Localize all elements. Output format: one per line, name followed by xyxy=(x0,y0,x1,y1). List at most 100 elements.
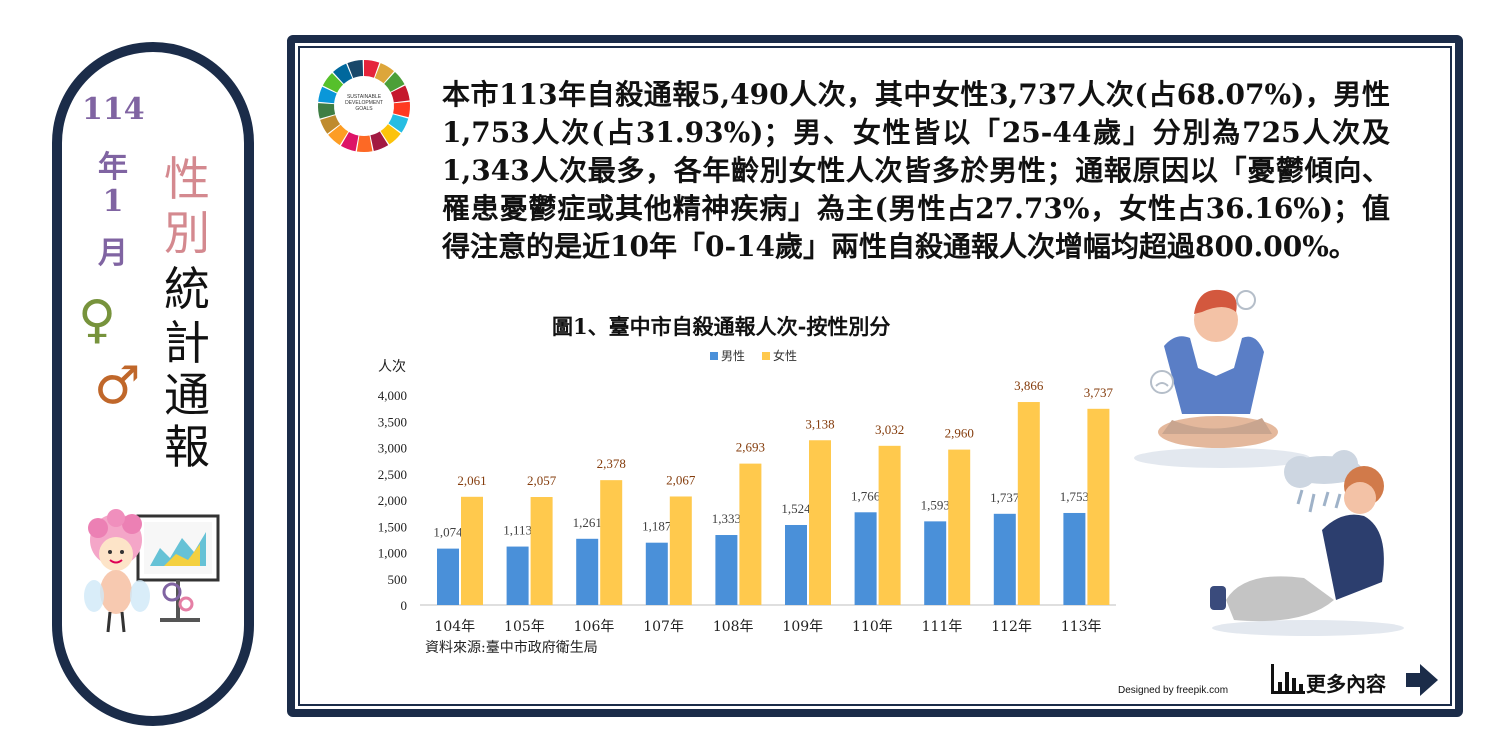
sdg-segment xyxy=(388,114,409,133)
title-char-2: 別 xyxy=(164,206,210,260)
x-tick-label: 110年 xyxy=(852,619,893,635)
sdg-segment xyxy=(370,131,389,151)
data-label-male: 1,333 xyxy=(712,511,741,526)
data-label-female: 2,057 xyxy=(527,473,557,488)
sdg-segment xyxy=(333,63,353,84)
data-label-male: 1,753 xyxy=(1060,489,1089,504)
bar-male xyxy=(576,538,599,605)
more-content-label[interactable]: 更多內容 xyxy=(1306,672,1386,696)
data-label-female: 2,960 xyxy=(945,426,974,441)
legend-swatch xyxy=(762,352,770,360)
bar-female xyxy=(669,496,692,605)
bar-female xyxy=(1087,408,1110,605)
y-tick-label: 2,000 xyxy=(378,493,407,508)
x-tick-label: 109年 xyxy=(782,619,823,635)
sdg-logo-icon xyxy=(318,60,410,152)
more-content-button[interactable] xyxy=(1268,660,1440,700)
bar-male xyxy=(854,512,877,605)
sad-woman-illustration-icon xyxy=(1210,450,1404,636)
x-tick-label: 108年 xyxy=(713,619,754,635)
bar-female xyxy=(809,440,831,605)
bar-chart: 人次 0 500 1,000 1,500 2,000 2,500 3,000 3,500 4,00… xyxy=(378,348,1116,635)
sdg-segment xyxy=(390,85,410,103)
bar-male xyxy=(1063,512,1086,605)
data-label-female: 2,693 xyxy=(736,440,765,455)
y-tick-label: 3,500 xyxy=(378,414,407,429)
sdg-segment xyxy=(393,101,410,118)
sdg-segment xyxy=(364,60,380,78)
stressed-man-illustration-icon xyxy=(1134,289,1310,468)
fairy-mascot-icon xyxy=(84,509,220,633)
bar-male xyxy=(715,535,738,605)
title-char-5: 通 xyxy=(164,368,210,422)
bar-male xyxy=(785,524,807,605)
y-tick-label: 1,500 xyxy=(378,519,407,534)
data-label-female: 2,067 xyxy=(666,472,696,487)
sdg-segment xyxy=(347,60,364,79)
legend-label: 女性 xyxy=(773,348,797,363)
title-char-3: 統 xyxy=(164,262,210,316)
data-label-female: 2,061 xyxy=(457,473,486,488)
bar-male xyxy=(645,542,668,605)
bar-male xyxy=(924,521,947,605)
content-panel-inner-frame xyxy=(298,46,1452,706)
bar-female xyxy=(461,496,483,605)
x-tick-label: 113年 xyxy=(1061,619,1102,635)
x-tick-label: 111年 xyxy=(922,619,963,635)
freepik-credit: Designed by freepik.com xyxy=(1118,685,1229,696)
sidebar-pill-inner-frame xyxy=(60,50,246,718)
summary-paragraph: 本市113年自殺通報5,490人次，其中女性3,737人次(占68.07%)，男… xyxy=(442,78,1390,263)
y-tick-label: 2,500 xyxy=(378,467,407,482)
sdg-segment xyxy=(320,115,341,134)
bar-female xyxy=(739,463,762,605)
sdg-segment xyxy=(340,131,359,152)
data-label-male: 1,113 xyxy=(503,523,532,538)
data-label-male: 1,524 xyxy=(781,501,811,516)
chart-title: 圖1、臺中市自殺通報人次-按性別分 xyxy=(552,314,891,339)
bar-female xyxy=(878,445,901,605)
data-label-female: 3,866 xyxy=(1014,378,1044,393)
bar-female xyxy=(600,480,623,605)
y-tick-label: 3,000 xyxy=(378,441,407,456)
bar-female xyxy=(948,449,971,605)
bar-male xyxy=(506,546,529,605)
male-symbol-icon: ♂ xyxy=(94,356,141,416)
report-year: 114 xyxy=(82,92,145,127)
data-label-male: 1,261 xyxy=(573,515,602,530)
sidebar-pill-frame xyxy=(52,42,254,726)
data-label-female: 3,032 xyxy=(875,422,904,437)
y-tick-label: 0 xyxy=(401,598,408,613)
x-tick-label: 105年 xyxy=(504,619,545,635)
report-year-unit: 年 xyxy=(98,150,128,185)
data-label-female: 3,138 xyxy=(805,416,834,431)
data-label-male: 1,737 xyxy=(990,490,1020,505)
sdg-segment xyxy=(318,103,336,119)
sdg-segment xyxy=(384,72,405,92)
legend-label: 男性 xyxy=(721,349,745,363)
sdg-segment xyxy=(374,63,394,84)
female-symbol-icon: ♀ xyxy=(78,290,117,350)
data-label-female: 2,378 xyxy=(597,456,626,471)
legend-swatch xyxy=(710,352,718,360)
bar-male xyxy=(993,513,1016,605)
y-tick-label: 4,000 xyxy=(378,388,407,403)
y-axis-label: 人次 xyxy=(378,359,406,375)
sdg-segment xyxy=(380,124,401,145)
report-month-unit: 月 xyxy=(98,236,128,271)
bar-chart-icon xyxy=(1271,664,1305,694)
y-tick-label: 500 xyxy=(388,572,408,587)
data-label-male: 1,074 xyxy=(433,525,463,540)
title-char-6: 報 xyxy=(164,420,210,474)
sdg-logo-text: SUSTAINABLE DEVELOPMENT GOALS xyxy=(345,94,383,112)
title-char-1: 性 xyxy=(164,152,210,206)
bar-female xyxy=(1017,402,1040,605)
x-tick-label: 107年 xyxy=(643,619,684,635)
title-char-4: 計 xyxy=(164,316,210,370)
sdg-segment xyxy=(356,135,373,152)
data-label-male: 1,766 xyxy=(851,488,881,503)
report-month: 1 xyxy=(102,184,124,219)
bar-male xyxy=(437,548,459,605)
data-label-male: 1,187 xyxy=(642,519,672,534)
x-tick-label: 112年 xyxy=(991,619,1032,635)
y-tick-label: 1,000 xyxy=(378,546,407,561)
